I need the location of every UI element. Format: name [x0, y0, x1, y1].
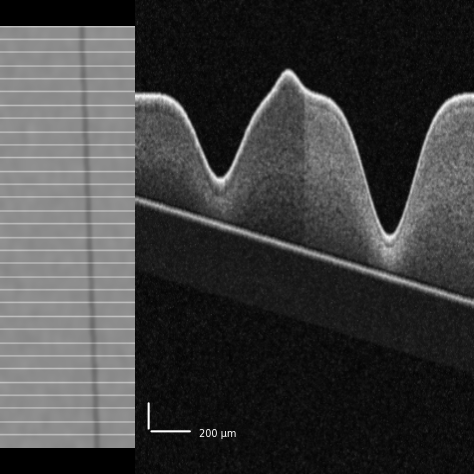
Text: 200 μm: 200 μm [200, 428, 237, 439]
